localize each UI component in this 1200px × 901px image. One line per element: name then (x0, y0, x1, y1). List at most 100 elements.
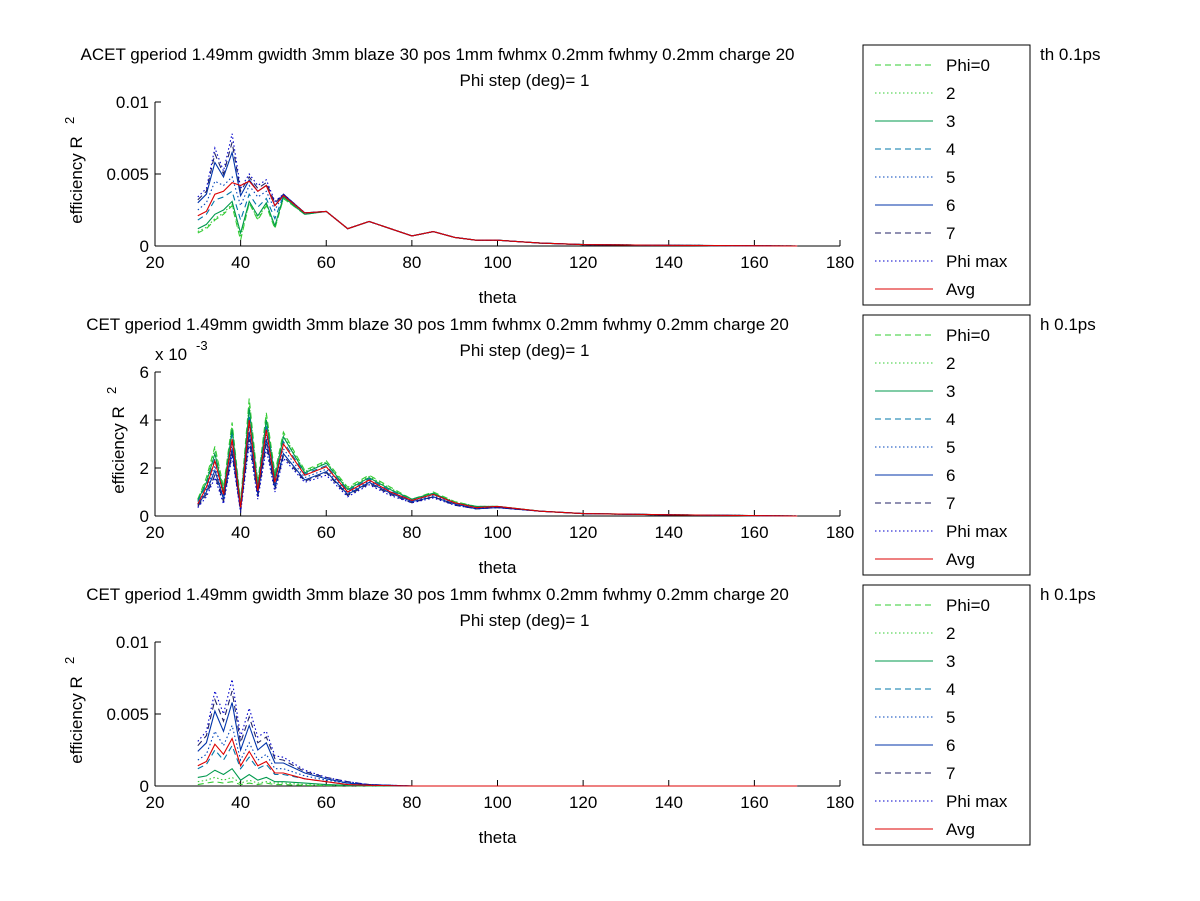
series-line-phi-0 (197, 398, 798, 517)
y-axis-label-group: efficiency R 2 (104, 387, 128, 494)
y-axis-label-superscript: 2 (62, 117, 77, 124)
legend-box (862, 314, 1031, 576)
x-tick-label: 20 (146, 793, 165, 812)
series-line-7 (197, 439, 798, 517)
x-axis-label: theta (479, 558, 517, 577)
legend-label: 6 (946, 196, 955, 215)
x-tick-label: 100 (483, 253, 511, 272)
chart-subtitle: Phi step (deg)= 1 (460, 341, 590, 360)
series-line-3 (197, 196, 798, 247)
legend-label: Phi=0 (946, 596, 990, 615)
legend-label: 3 (946, 652, 955, 671)
series-line-phi-0 (197, 781, 798, 787)
x-tick-label: 140 (655, 793, 683, 812)
x-tick-label: 20 (146, 253, 165, 272)
y-tick-label: 0 (140, 507, 149, 526)
x-tick-label: 120 (569, 253, 597, 272)
y-axis-label: efficiency R (109, 406, 128, 494)
series-line-3 (197, 407, 798, 517)
y-exponent-label: x 10 (155, 345, 187, 364)
legend-label: 2 (946, 354, 955, 373)
series-line-avg (197, 737, 798, 787)
series-line-2 (197, 197, 798, 247)
chart-subtitle: Phi step (deg)= 1 (460, 71, 590, 90)
series-line-5 (197, 175, 798, 247)
legend-label: Phi=0 (946, 56, 990, 75)
legend-label: Phi max (946, 522, 1008, 541)
y-axis-label-group: efficiency R 2 (62, 657, 86, 764)
x-tick-label: 140 (655, 253, 683, 272)
legend-label: 5 (946, 438, 955, 457)
y-axis-label-superscript: 2 (62, 657, 77, 664)
legend-label: 3 (946, 382, 955, 401)
x-tick-label: 160 (740, 253, 768, 272)
x-tick-label: 180 (826, 253, 854, 272)
x-tick-label: 40 (231, 253, 250, 272)
y-tick-label: 0.005 (106, 705, 149, 724)
x-tick-label: 20 (146, 523, 165, 542)
y-axis-label-group: efficiency R 2 (62, 117, 86, 224)
legend-label: 6 (946, 736, 955, 755)
chart-title-tail: h 0.1ps (1040, 585, 1096, 604)
series-line-phi-max (197, 443, 798, 517)
series-line-phi-max (197, 679, 798, 787)
x-tick-label: 60 (317, 253, 336, 272)
y-axis-label: efficiency R (67, 136, 86, 224)
x-tick-label: 160 (740, 523, 768, 542)
series-line-phi-max (197, 133, 798, 247)
series-line-5 (197, 723, 798, 787)
series-line-7 (197, 142, 798, 247)
chart-panel-3: CET gperiod 1.49mm gwidth 3mm blaze 30 p… (62, 584, 1096, 847)
x-tick-label: 80 (402, 523, 421, 542)
chart-title: ACET gperiod 1.49mm gwidth 3mm blaze 30 … (81, 45, 795, 64)
x-tick-label: 100 (483, 523, 511, 542)
y-tick-label: 0.01 (116, 633, 149, 652)
y-tick-label: 2 (140, 459, 149, 478)
series-line-2 (197, 776, 798, 787)
series-line-2 (197, 403, 798, 517)
chart-panel-1: ACET gperiod 1.49mm gwidth 3mm blaze 30 … (62, 44, 1101, 307)
series-line-7 (197, 690, 798, 787)
legend-label: 2 (946, 84, 955, 103)
legend-label: 4 (946, 680, 955, 699)
chart-title-tail: h 0.1ps (1040, 315, 1096, 334)
legend-label: 7 (946, 494, 955, 513)
x-tick-label: 180 (826, 793, 854, 812)
chart-title-tail: th 0.1ps (1040, 45, 1101, 64)
x-tick-label: 60 (317, 793, 336, 812)
series-line-4 (197, 744, 798, 787)
y-tick-label: 6 (140, 363, 149, 382)
x-axis-label: theta (479, 288, 517, 307)
chart-panel-2: CET gperiod 1.49mm gwidth 3mm blaze 30 p… (86, 314, 1096, 577)
series-line-phi-0 (197, 197, 798, 247)
legend-label: Phi max (946, 252, 1008, 271)
legend-label: 2 (946, 624, 955, 643)
legend-label: Avg (946, 550, 975, 569)
x-tick-label: 160 (740, 793, 768, 812)
series-line-avg (197, 180, 798, 247)
chart-subtitle: Phi step (deg)= 1 (460, 611, 590, 630)
legend-label: 4 (946, 140, 955, 159)
legend-box (862, 584, 1031, 846)
series-line-5 (197, 424, 798, 517)
legend-label: Phi max (946, 792, 1008, 811)
legend-label: Avg (946, 820, 975, 839)
y-tick-label: 0 (140, 777, 149, 796)
x-tick-label: 60 (317, 523, 336, 542)
chart-title: CET gperiod 1.49mm gwidth 3mm blaze 30 p… (86, 315, 789, 334)
x-tick-label: 120 (569, 793, 597, 812)
legend-box (862, 44, 1031, 306)
y-tick-label: 0.01 (116, 93, 149, 112)
x-tick-label: 180 (826, 523, 854, 542)
legend-label: 6 (946, 466, 955, 485)
legend-label: 3 (946, 112, 955, 131)
y-axis-label-superscript: 2 (104, 387, 119, 394)
legend-label: 7 (946, 224, 955, 243)
legend-label: 7 (946, 764, 955, 783)
legend-label: 4 (946, 410, 955, 429)
legend-label: 5 (946, 708, 955, 727)
y-tick-label: 0 (140, 237, 149, 256)
chart-title: CET gperiod 1.49mm gwidth 3mm blaze 30 p… (86, 585, 789, 604)
x-axis-label: theta (479, 828, 517, 847)
